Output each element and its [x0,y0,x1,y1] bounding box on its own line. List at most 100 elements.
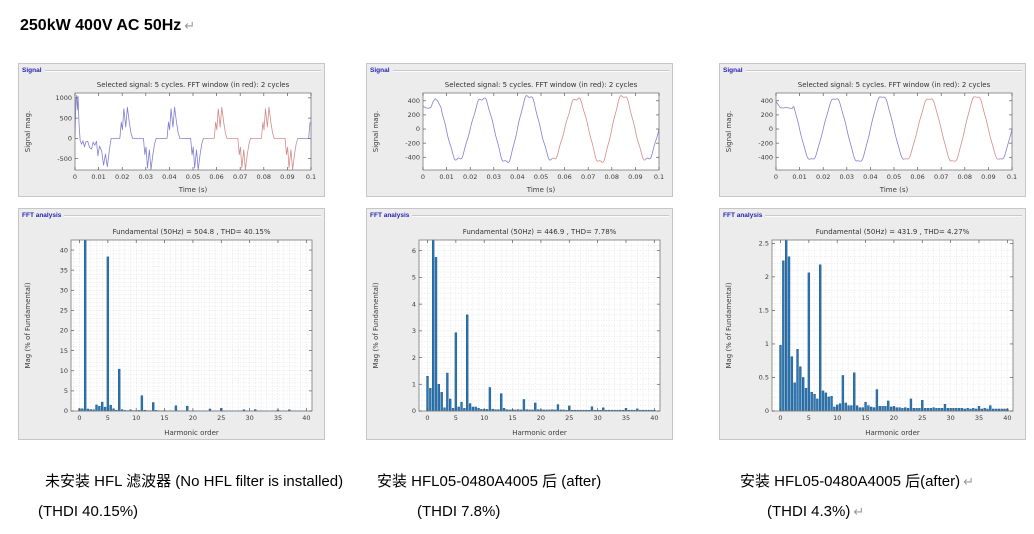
panel-header: FFT analysis [19,209,324,220]
svg-text:15: 15 [60,347,68,355]
svg-text:2.5: 2.5 [759,240,769,248]
svg-text:200: 200 [761,111,773,119]
svg-text:5: 5 [412,274,416,282]
signal-chart-3: 0 0.01 0.02 0.03 0.04 0.05 0.06 0.07 0.08 0.09 0.1… [720,75,1025,196]
svg-text:0.06: 0.06 [209,173,223,181]
svg-text:0.04: 0.04 [863,173,877,181]
svg-text:Harmonic order: Harmonic order [512,429,567,437]
signal-chart-1: 0 0.01 0.02 0.03 0.04 0.05 0.06 0.07 0.08 0.09 0.1… [19,75,324,196]
panel-rule [745,69,1022,72]
svg-text:Fundamental (50Hz) = 446.9 , T: Fundamental (50Hz) = 446.9 , THD= 7.78% [463,228,617,236]
signal-panel-label: Signal [22,67,42,74]
svg-text:20: 20 [890,414,898,422]
svg-text:10: 10 [132,414,140,422]
svg-text:-400: -400 [405,153,420,161]
svg-text:1: 1 [765,340,769,348]
svg-text:400: 400 [408,97,420,105]
panel-header: Signal [367,64,672,75]
svg-text:15: 15 [160,414,168,422]
svg-text:-500: -500 [57,155,72,163]
svg-text:0.01: 0.01 [439,173,453,181]
svg-text:-200: -200 [758,139,773,147]
svg-text:0.03: 0.03 [487,173,501,181]
caption-line-2: (THDI 7.8%) [366,503,673,520]
svg-text:0.02: 0.02 [115,173,129,181]
svg-text:0: 0 [421,173,425,181]
svg-text:0.04: 0.04 [162,173,176,181]
svg-text:Selected signal: 5 cycles. FFT: Selected signal: 5 cycles. FFT window (i… [445,81,638,89]
svg-text:30: 30 [593,414,601,422]
svg-text:6: 6 [412,247,416,255]
svg-text:40: 40 [302,414,310,422]
svg-text:0: 0 [73,173,77,181]
panel-header: Signal [720,64,1025,75]
fft-chart-3: 0 5 10 15 20 25 30 35 40 0 0.5 1 1.5 2 2.5 Fundamental … [720,220,1025,439]
signal-window-2: Signal 0 0.01 0.02 0.03 0.04 0.05 0.06 0.07 0.08… [366,63,673,197]
svg-text:0: 0 [425,414,429,422]
svg-text:Time (s): Time (s) [526,186,556,194]
svg-text:35: 35 [60,266,68,274]
fft-panel-label: FFT analysis [370,212,410,219]
svg-text:0: 0 [769,125,773,133]
fft-panel-label: FFT analysis [723,212,763,219]
svg-text:5: 5 [64,387,68,395]
svg-text:-200: -200 [405,139,420,147]
signal-window-3: Signal 0 0.01 0.02 0.03 0.04 0.05 0.06 0.07 0.08… [719,63,1026,197]
svg-text:20: 20 [60,327,68,335]
svg-text:Time (s): Time (s) [879,186,909,194]
fft-window-1: FFT analysis 0 5 10 15 20 25 30 35 40 0 5 10 15 20 25 3… [18,208,325,440]
page-title-text: 250kW 400V AC 50Hz [20,16,182,34]
svg-text:30: 30 [60,286,68,294]
svg-text:25: 25 [217,414,225,422]
figure-column-3: Signal 0 0.01 0.02 0.03 0.04 0.05 0.06 0.07 0.08… [719,63,1026,520]
svg-text:0.01: 0.01 [792,173,806,181]
svg-text:Fundamental (50Hz) = 504.8 , T: Fundamental (50Hz) = 504.8 , THD= 40.15% [112,228,270,236]
caption-line-2: (THDI 40.15%) [18,503,325,520]
svg-text:40: 40 [650,414,658,422]
svg-text:0: 0 [77,414,81,422]
svg-text:1: 1 [412,380,416,388]
figure-column-2: Signal 0 0.01 0.02 0.03 0.04 0.05 0.06 0.07 0.08… [366,63,673,520]
svg-text:0.08: 0.08 [605,173,619,181]
caption-text: 未安装 HFL 滤波器 (No HFL filter is installed) [45,473,344,490]
svg-text:25: 25 [565,414,573,422]
svg-text:0.1: 0.1 [1007,173,1017,181]
svg-text:0.03: 0.03 [840,173,854,181]
svg-text:0.08: 0.08 [257,173,271,181]
svg-text:400: 400 [761,97,773,105]
svg-text:1000: 1000 [55,94,72,102]
svg-text:40: 40 [1003,414,1011,422]
svg-text:0.01: 0.01 [91,173,105,181]
fft-chart-2: 0 5 10 15 20 25 30 35 40 0 1 2 3 4 5 6 Fundamental (50Hz… [367,220,672,439]
panel-rule [44,69,321,72]
svg-text:10: 10 [833,414,841,422]
svg-text:Time (s): Time (s) [178,186,208,194]
svg-text:0.06: 0.06 [557,173,571,181]
svg-text:Harmonic order: Harmonic order [164,429,219,437]
svg-text:0: 0 [416,125,420,133]
svg-text:0.07: 0.07 [934,173,948,181]
svg-text:20: 20 [189,414,197,422]
caption-text: 安装 HFL05-0480A4005 后(after) [740,473,961,490]
svg-text:20: 20 [537,414,545,422]
svg-text:Harmonic order: Harmonic order [865,429,920,437]
svg-text:15: 15 [861,414,869,422]
svg-text:0.02: 0.02 [816,173,830,181]
signal-panel-label: Signal [370,67,390,74]
panel-header: Signal [19,64,324,75]
svg-text:0: 0 [412,407,416,415]
svg-text:25: 25 [918,414,926,422]
svg-text:5: 5 [454,414,458,422]
caption-text: (THDI 4.3%) [767,503,851,520]
caption-line-1: 未安装 HFL 滤波器 (No HFL filter is installed) [18,470,343,491]
svg-text:35: 35 [274,414,282,422]
svg-text:5: 5 [106,414,110,422]
svg-text:0.09: 0.09 [280,173,294,181]
paragraph-mark-icon: ↵ [184,17,196,33]
svg-text:0: 0 [765,407,769,415]
svg-text:2: 2 [412,354,416,362]
svg-text:200: 200 [408,111,420,119]
svg-text:Mag (% of Fundamental): Mag (% of Fundamental) [372,282,380,368]
svg-text:25: 25 [60,307,68,315]
svg-text:0.08: 0.08 [958,173,972,181]
